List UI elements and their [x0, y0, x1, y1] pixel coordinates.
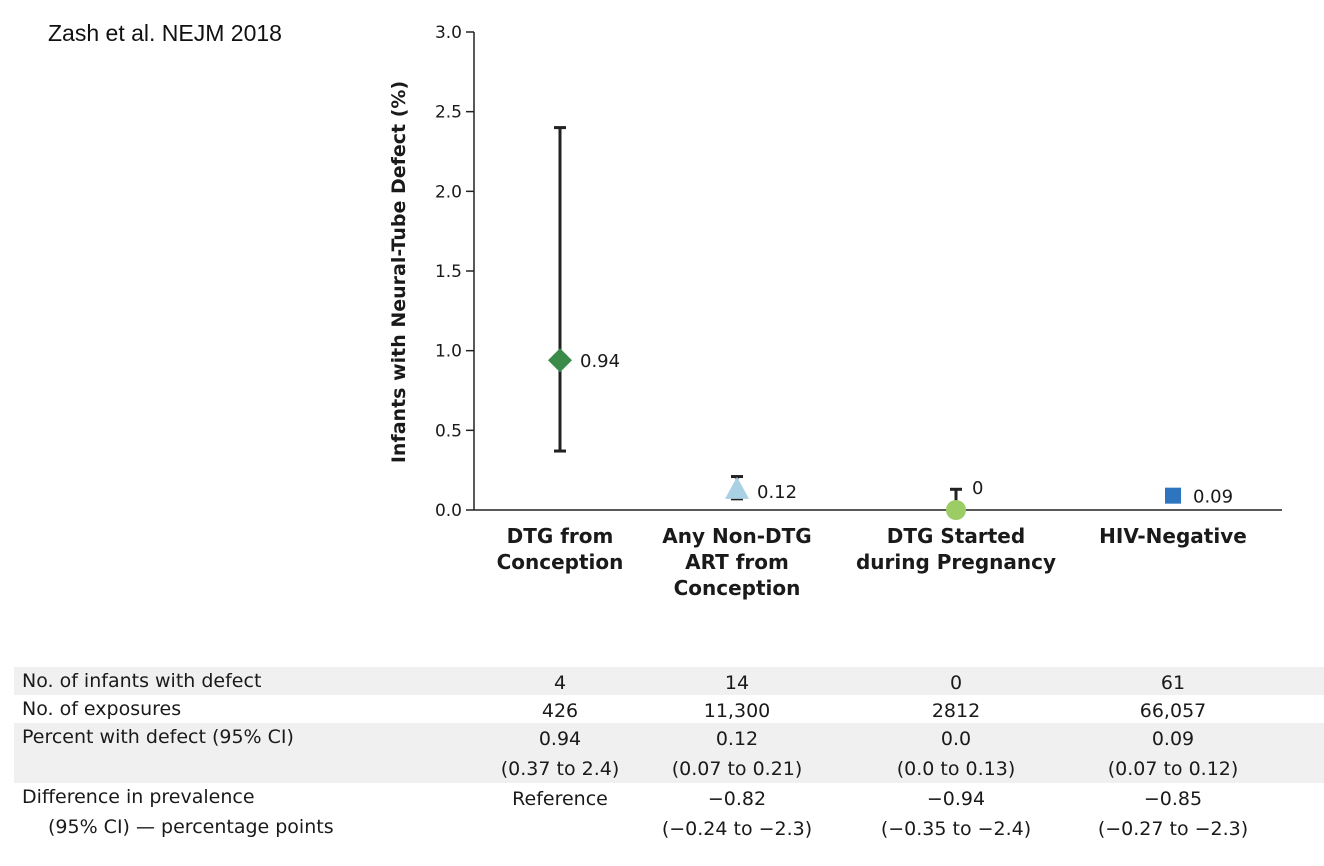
y-tick-label: 1.5 — [435, 262, 462, 282]
y-tick-label: 2.0 — [435, 182, 462, 202]
chart-axes: 0.0 0.5 1.0 1.5 2.0 2.5 3.0 Infants with Neural… — [388, 23, 1282, 521]
table-row-label: Difference in prevalence — [22, 786, 255, 808]
y-tick-label: 3.0 — [435, 23, 462, 43]
x-category-label-line: HIV-Negative — [1099, 524, 1247, 548]
summary-table: No. of infants with defect 4 14 0 61 No. of e… — [0, 667, 1324, 843]
table-cell: 2812 — [931, 700, 981, 722]
data-value-label: 0.94 — [580, 351, 620, 372]
table-cell: (0.0 to 0.13) — [896, 758, 1016, 780]
table-row-label: Percent with defect (95% CI) — [22, 726, 294, 748]
x-category-label-line: ART from — [685, 550, 789, 574]
data-point-diamond — [548, 348, 572, 373]
table-cell: (−0.24 to −2.3) — [661, 818, 813, 840]
figure-source-label: Zash et al. NEJM 2018 — [48, 20, 282, 46]
table-cell: 11,300 — [703, 700, 771, 722]
table-cell: −0.82 — [707, 788, 767, 810]
table-cell: 426 — [541, 700, 579, 722]
table-cell: 0.0 — [940, 728, 972, 750]
table-cell: 0.09 — [1151, 728, 1195, 750]
x-category-label-line: DTG Started — [887, 524, 1025, 548]
table-cell: −0.85 — [1143, 788, 1203, 810]
x-category-label-line: Conception — [497, 550, 624, 574]
table-cell: 0.94 — [538, 728, 582, 750]
table-row-label: No. of infants with defect — [22, 670, 262, 692]
table-row-label: No. of exposures — [22, 698, 182, 720]
x-category-label-line: Conception — [674, 576, 801, 600]
table-cell: 61 — [1160, 672, 1186, 694]
data-point-group: 0.09 — [1165, 487, 1233, 508]
data-point-group: 0.12 — [725, 475, 797, 503]
data-value-label: 0.12 — [757, 482, 797, 503]
data-value-label: 0 — [972, 478, 983, 499]
table-cell: (−0.27 to −2.3) — [1097, 818, 1249, 840]
table-cell: (0.07 to 0.21) — [671, 758, 803, 780]
table-cell: 4 — [553, 672, 567, 694]
data-point-group: 0.94 — [548, 126, 620, 453]
table-cell: 14 — [724, 672, 750, 694]
x-category-label: DTG Started during Pregnancy — [856, 524, 1056, 574]
y-tick-label: 0.0 — [435, 501, 462, 521]
data-point-square — [1165, 487, 1181, 504]
x-category-label: DTG from Conception — [497, 524, 624, 574]
table-row: No. of exposures 426 11,300 2812 66,057 — [14, 695, 1324, 723]
table-row: No. of infants with defect 4 14 0 61 — [14, 667, 1324, 695]
data-point-group: 0 — [946, 478, 983, 520]
table-cell: (0.37 to 2.4) — [500, 758, 620, 780]
table-cell: Reference — [512, 788, 608, 810]
dot-plot-chart: 0.0 0.5 1.0 1.5 2.0 2.5 3.0 Infants with Neural… — [388, 23, 1282, 600]
table-row: Difference in prevalence (95% CI) — perce… — [14, 783, 1324, 843]
data-point-triangle — [725, 476, 749, 499]
table-row: Percent with defect (95% CI) 0.94 (0.37 to… — [14, 723, 1324, 783]
table-cell: 66,057 — [1139, 700, 1207, 722]
x-category-label-line: Any Non-DTG — [662, 524, 811, 548]
table-cell: −0.94 — [926, 788, 986, 810]
x-category-label-line: DTG from — [507, 524, 614, 548]
x-category-label: Any Non-DTG ART from Conception — [662, 524, 811, 600]
data-value-label: 0.09 — [1193, 487, 1233, 508]
table-row-label: (95% CI) — percentage points — [48, 816, 334, 838]
table-cell: (0.07 to 0.12) — [1107, 758, 1239, 780]
table-cell: (−0.35 to −2.4) — [880, 818, 1032, 840]
table-cell: 0 — [949, 672, 963, 694]
data-point-circle — [946, 500, 966, 520]
y-tick-label: 0.5 — [435, 421, 462, 441]
x-category-label: HIV-Negative — [1099, 524, 1247, 548]
y-axis-label: Infants with Neural-Tube Defect (%) — [388, 81, 410, 463]
x-category-label-line: during Pregnancy — [856, 550, 1056, 574]
y-tick-label: 2.5 — [435, 103, 462, 123]
table-cell: 0.12 — [715, 728, 759, 750]
y-tick-label: 1.0 — [435, 342, 462, 362]
